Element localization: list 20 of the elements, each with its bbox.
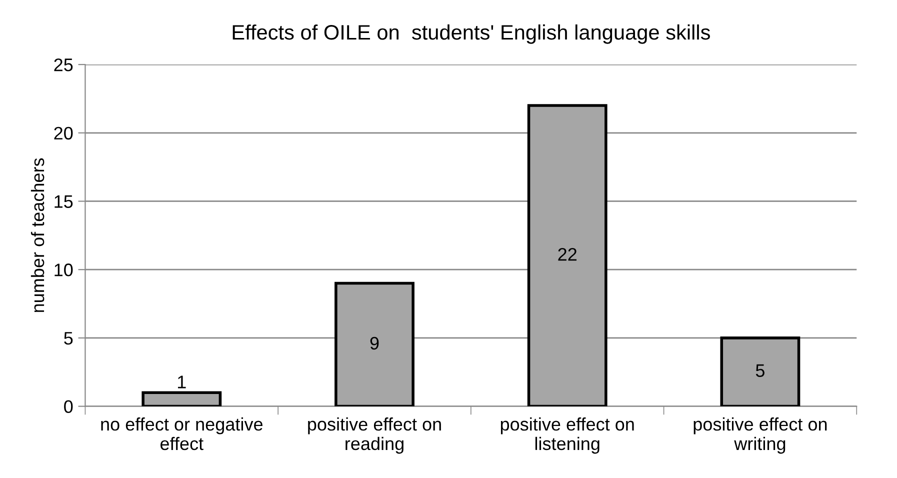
bar [142,391,222,406]
x-tick-label: positive effect on listening [500,417,634,454]
bar [527,104,608,406]
x-tick-label: no effect or negative effect [101,417,262,450]
y-axis-title: number of teachers [30,158,44,312]
data-label: 1 [178,376,186,388]
chart-title: Effects of OILE on students' English language skills [232,24,710,44]
bar [334,282,414,406]
data-label: 5 [756,364,764,377]
x-tick-label: positive effect on reading [308,417,441,454]
bar [720,336,800,406]
y-tick-label: 5 [64,332,73,345]
data-label: 9 [370,336,379,350]
y-tick-label: 20 [54,126,73,140]
y-tick-label: 10 [54,264,73,276]
y-tick-label: 25 [54,58,73,72]
y-tick-label: 15 [54,195,73,208]
y-tick-label: 0 [64,400,73,414]
data-label: 22 [558,248,576,261]
x-tick-label: positive effect on writing [694,417,827,454]
